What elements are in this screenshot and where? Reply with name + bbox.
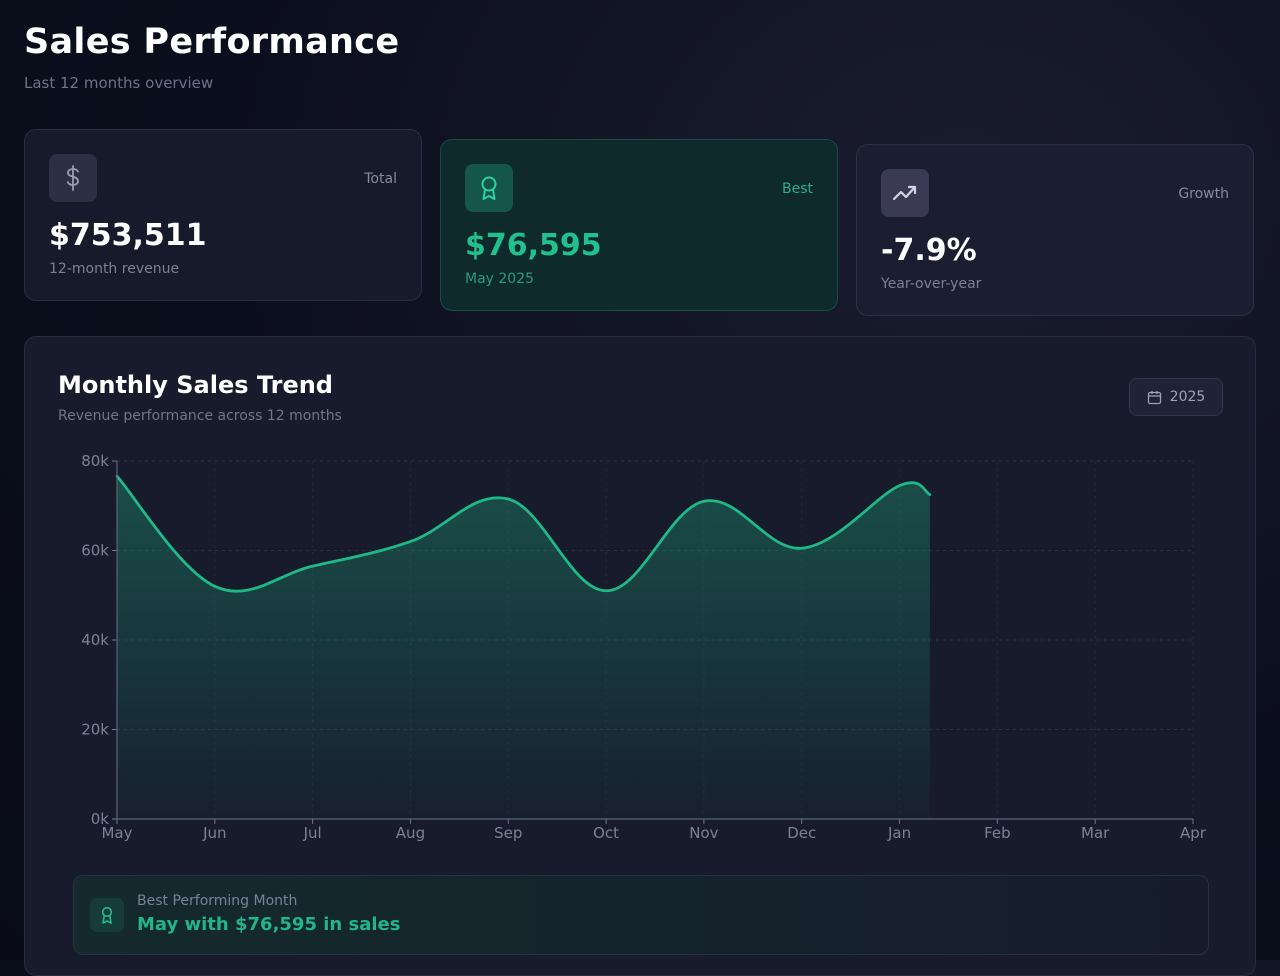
total-caption: 12-month revenue [49, 261, 180, 277]
chart-subtitle: Revenue performance across 12 months [58, 408, 342, 424]
year-selector-button[interactable]: 2025 [1129, 378, 1223, 416]
banner-label: Best Performing Month [137, 893, 298, 909]
growth-value: -7.9% [881, 233, 977, 268]
total-revenue-card: Total $753,511 12-month revenue [24, 129, 422, 301]
award-icon [465, 164, 513, 212]
page-title: Sales Performance [24, 22, 400, 62]
growth-caption: Year-over-year [881, 276, 982, 292]
best-value: $76,595 [465, 228, 602, 263]
x-tick-label: Aug [396, 824, 425, 842]
y-tick-label: 80k [81, 452, 109, 470]
total-value: $753,511 [49, 218, 207, 253]
page-subtitle: Last 12 months overview [24, 74, 214, 92]
growth-card: Growth -7.9% Year-over-year [856, 144, 1254, 316]
trending-up-icon [881, 169, 929, 217]
sales-trend-panel: Monthly Sales Trend Revenue performance … [24, 336, 1256, 976]
x-tick-label: May [101, 824, 132, 842]
x-tick-label: Jan [887, 824, 911, 842]
y-tick-label: 60k [81, 542, 109, 560]
year-label: 2025 [1169, 389, 1206, 405]
y-tick-label: 40k [81, 631, 109, 649]
best-month-banner: Best Performing Month May with $76,595 i… [73, 875, 1209, 955]
x-tick-label: Dec [787, 824, 816, 842]
total-tag: Total [364, 171, 397, 187]
x-tick-label: Feb [984, 824, 1011, 842]
best-month-card: Best $76,595 May 2025 [440, 139, 838, 311]
award-icon [90, 898, 124, 932]
banner-text: May with $76,595 in sales [137, 914, 401, 935]
x-tick-label: Apr [1180, 824, 1207, 842]
best-tag: Best [781, 181, 813, 197]
x-tick-label: Sep [494, 824, 522, 842]
x-tick-label: Oct [593, 824, 619, 842]
calendar-icon [1147, 390, 1161, 404]
growth-tag: Growth [1178, 186, 1229, 202]
dollar-icon [49, 154, 97, 202]
sales-area-fill [117, 476, 930, 819]
sales-line [115, 474, 932, 593]
y-tick-label: 20k [81, 721, 109, 739]
x-tick-label: Jul [303, 824, 322, 842]
sales-area-chart: 0k 20k 40k 60k 80k May Jun Jul Aug Sep Oct Nov Dec Ja… [81, 452, 1207, 842]
y-tick-label: 0k [91, 810, 110, 828]
x-tick-label: Jun [202, 824, 226, 842]
x-tick-label: Mar [1081, 824, 1110, 842]
chart-title: Monthly Sales Trend [58, 371, 333, 399]
best-caption: May 2025 [465, 271, 535, 287]
x-tick-label: Nov [689, 824, 718, 842]
